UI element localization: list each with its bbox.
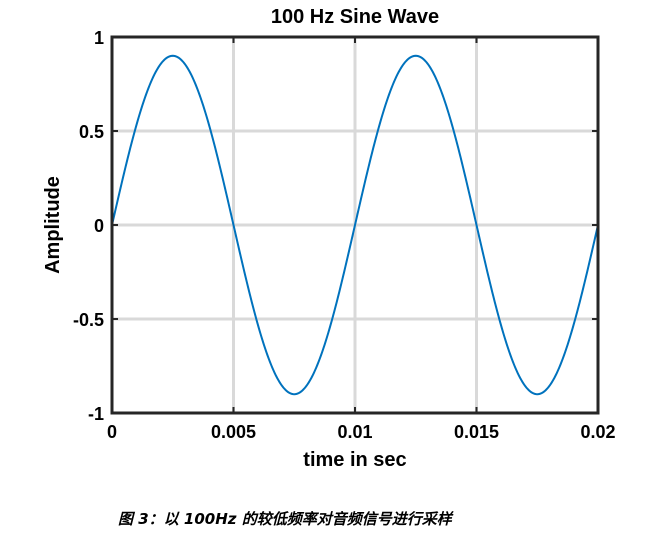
series-layer	[111, 54, 599, 396]
chart-title: 100 Hz Sine Wave	[271, 6, 439, 28]
x-tick-label: 0.02	[580, 422, 615, 442]
sine-series-line	[111, 54, 599, 396]
x-axis-label: time in sec	[303, 449, 406, 471]
y-axis-label: Amplitude	[42, 176, 64, 274]
y-tick-label: 0.5	[79, 122, 104, 142]
axes	[110, 35, 600, 415]
tick-labels: 0 0.005 0.01 0.015 0.02 -1 -0.5 0 0.5 1	[73, 28, 616, 442]
x-tick-label: 0.01	[337, 422, 372, 442]
x-tick-label: 0	[107, 422, 117, 442]
y-tick-label: 0	[94, 216, 104, 236]
y-tick-label: -1	[88, 404, 104, 424]
figure-caption: 图 3：以 100Hz 的较低频率对音频信号进行采样	[118, 510, 452, 528]
y-tick-label: -0.5	[73, 310, 104, 330]
x-tick-label: 0.005	[211, 422, 256, 442]
y-tick-label: 1	[94, 28, 104, 48]
x-tick-label: 0.015	[454, 422, 499, 442]
